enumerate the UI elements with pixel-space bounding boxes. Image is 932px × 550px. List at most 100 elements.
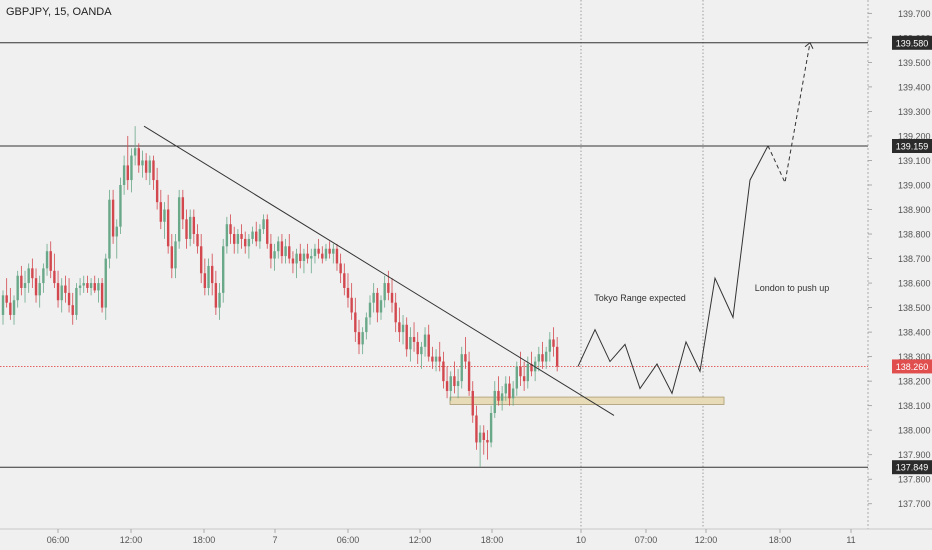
candle[interactable] — [170, 234, 174, 279]
candle[interactable] — [244, 231, 247, 254]
candle[interactable] — [295, 248, 298, 279]
candle[interactable] — [482, 425, 485, 455]
candle[interactable] — [500, 386, 504, 411]
candle[interactable] — [255, 221, 258, 247]
candle[interactable] — [126, 135, 129, 190]
candle[interactable] — [45, 243, 49, 276]
candle[interactable] — [155, 167, 159, 210]
candle[interactable] — [225, 216, 229, 254]
candle[interactable] — [530, 351, 533, 377]
level-price-tag[interactable] — [892, 139, 932, 154]
candle[interactable] — [214, 270, 218, 315]
candle[interactable] — [544, 346, 548, 369]
candle[interactable] — [12, 295, 16, 325]
candle[interactable] — [442, 351, 445, 389]
level-price-tag[interactable] — [892, 35, 932, 50]
candle[interactable] — [236, 229, 240, 254]
candle[interactable] — [427, 324, 430, 362]
candle[interactable] — [163, 202, 166, 239]
candle[interactable] — [188, 209, 192, 247]
candle[interactable] — [207, 258, 210, 296]
candle[interactable] — [144, 153, 148, 181]
candle[interactable] — [555, 337, 559, 372]
candle[interactable] — [504, 376, 507, 401]
candle[interactable] — [438, 341, 441, 372]
candle[interactable] — [478, 425, 482, 467]
candle[interactable] — [177, 189, 181, 249]
candle[interactable] — [23, 270, 27, 303]
candle[interactable] — [108, 189, 111, 269]
candle[interactable] — [368, 295, 372, 325]
candle[interactable] — [9, 287, 12, 320]
candle[interactable] — [475, 405, 478, 450]
candle[interactable] — [339, 253, 342, 284]
candle[interactable] — [42, 263, 45, 293]
candle[interactable] — [222, 238, 225, 303]
candle[interactable] — [335, 243, 339, 271]
candle[interactable] — [137, 143, 140, 173]
candle[interactable] — [247, 234, 251, 259]
candle[interactable] — [390, 278, 394, 313]
candle[interactable] — [93, 275, 96, 293]
candle[interactable] — [115, 219, 118, 259]
candle[interactable] — [416, 332, 419, 364]
candle[interactable] — [133, 126, 137, 166]
candle[interactable] — [78, 278, 82, 296]
candle[interactable] — [210, 253, 214, 296]
time-axis-panel[interactable] — [0, 529, 932, 550]
candle[interactable] — [467, 351, 471, 396]
candle[interactable] — [420, 341, 423, 369]
candle[interactable] — [130, 148, 133, 193]
candle[interactable] — [328, 241, 331, 259]
candle[interactable] — [354, 297, 357, 342]
candle[interactable] — [372, 283, 375, 313]
candle[interactable] — [49, 241, 52, 279]
candle[interactable] — [299, 243, 302, 269]
candle[interactable] — [343, 263, 346, 296]
candle[interactable] — [552, 327, 555, 357]
candle[interactable] — [321, 246, 324, 264]
candle[interactable] — [27, 263, 30, 293]
candle[interactable] — [174, 234, 177, 279]
candle[interactable] — [196, 224, 199, 254]
price-axis-panel[interactable] — [868, 0, 932, 550]
candle[interactable] — [453, 361, 456, 394]
candle[interactable] — [104, 253, 107, 320]
candle[interactable] — [64, 275, 67, 303]
candle[interactable] — [405, 317, 408, 357]
candle[interactable] — [401, 314, 405, 345]
candle[interactable] — [56, 270, 60, 308]
candle[interactable] — [75, 283, 78, 320]
candle[interactable] — [141, 150, 144, 178]
candle[interactable] — [376, 287, 379, 323]
candle[interactable] — [486, 430, 489, 460]
candle[interactable] — [89, 278, 93, 296]
candle[interactable] — [34, 268, 38, 303]
candle[interactable] — [262, 214, 265, 235]
candle[interactable] — [365, 312, 368, 340]
candle[interactable] — [152, 155, 155, 190]
candle[interactable] — [229, 214, 232, 244]
candle[interactable] — [31, 258, 34, 288]
candle[interactable] — [269, 234, 273, 269]
projection-path-dashed[interactable] — [767, 42, 811, 185]
last-price-tag[interactable] — [892, 359, 932, 374]
candle[interactable] — [317, 238, 320, 259]
candle[interactable] — [53, 253, 56, 288]
candle[interactable] — [449, 371, 452, 401]
candle[interactable] — [277, 236, 280, 259]
candle[interactable] — [346, 273, 350, 308]
candle[interactable] — [548, 332, 552, 362]
demand-zone-rect[interactable] — [449, 396, 725, 405]
candle[interactable] — [82, 275, 85, 293]
candle[interactable] — [361, 327, 364, 355]
candle[interactable] — [489, 405, 493, 448]
candle[interactable] — [387, 270, 390, 301]
candle[interactable] — [148, 155, 151, 185]
candle[interactable] — [332, 243, 335, 264]
candle[interactable] — [218, 283, 221, 320]
candle[interactable] — [181, 189, 185, 230]
candle[interactable] — [541, 341, 544, 369]
candle[interactable] — [412, 322, 416, 352]
